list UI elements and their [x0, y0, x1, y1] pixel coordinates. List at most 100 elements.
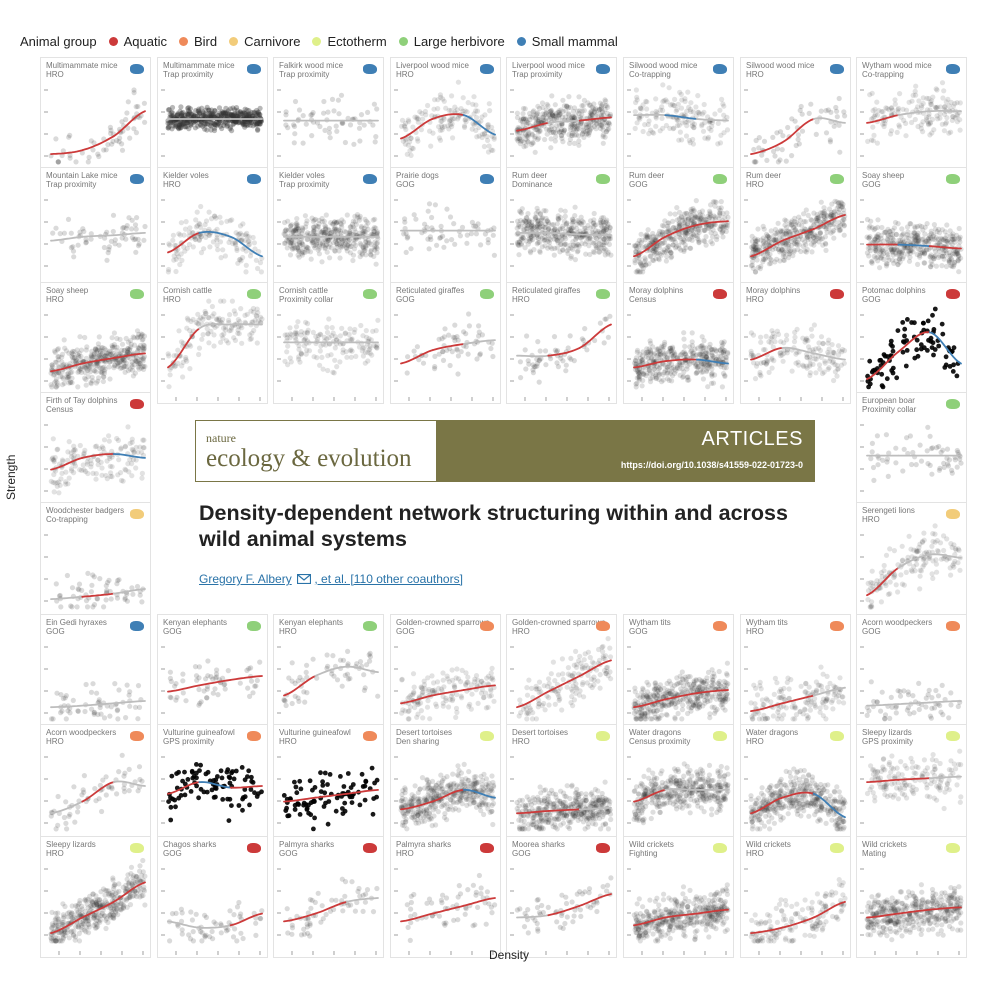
legend-item-ectotherm: Ectotherm: [312, 34, 387, 49]
data-point: [135, 103, 141, 110]
data-point: [826, 206, 833, 212]
fit-line-red: [50, 149, 84, 155]
fit-line-red: [578, 116, 612, 122]
data-point: [310, 218, 316, 224]
data-point: [772, 153, 778, 159]
data-point: [205, 331, 211, 337]
data-point: [206, 107, 212, 113]
fit-line-gray: [50, 235, 84, 242]
data-point: [542, 118, 549, 124]
data-point: [942, 121, 949, 127]
data-point: [238, 306, 244, 312]
data-point: [525, 241, 531, 247]
data-point: [535, 129, 541, 135]
data-point: [195, 108, 201, 114]
data-point: [231, 120, 237, 126]
data-point: [870, 124, 876, 130]
data-point: [446, 107, 452, 113]
data-point: [542, 243, 548, 249]
data-point: [51, 371, 57, 378]
data-point: [534, 224, 540, 230]
data-point: [293, 221, 299, 227]
data-point: [683, 210, 689, 216]
data-point: [574, 249, 580, 255]
data-point: [348, 243, 354, 249]
data-point: [724, 210, 730, 216]
data-point: [288, 223, 294, 229]
data-point: [871, 227, 877, 233]
data-point: [307, 249, 314, 255]
data-point: [554, 238, 560, 244]
data-point: [231, 335, 237, 341]
data-point: [319, 215, 325, 222]
data-point: [527, 116, 533, 123]
scatter-panel: Silwood wood mice HRO: [740, 57, 851, 179]
data-point: [290, 240, 296, 246]
data-point: [353, 353, 359, 359]
data-point: [229, 128, 235, 134]
data-point: [717, 107, 723, 113]
data-point: [584, 347, 590, 353]
data-point: [226, 239, 232, 245]
data-point: [703, 242, 709, 248]
data-point: [61, 337, 67, 343]
data-point: [203, 107, 209, 113]
data-point: [528, 225, 534, 231]
data-point: [537, 220, 544, 226]
data-point: [296, 248, 302, 254]
data-point: [528, 237, 534, 243]
data-point: [558, 128, 564, 134]
data-point: [312, 242, 319, 249]
data-point: [871, 132, 877, 138]
panel-method: Proximity collar: [279, 295, 334, 304]
data-point: [558, 207, 564, 213]
data-point: [187, 110, 193, 116]
data-point: [690, 141, 696, 147]
data-point: [820, 242, 826, 248]
data-point: [110, 228, 116, 235]
data-point: [682, 343, 688, 349]
data-point: [569, 123, 575, 129]
data-point: [245, 113, 251, 119]
data-point: [320, 242, 326, 248]
scatter-panel: Multimammate mice HRO: [40, 57, 151, 179]
data-point: [371, 225, 377, 231]
data-point: [558, 107, 564, 113]
data-point: [230, 113, 236, 119]
fit-line-blue: [462, 114, 496, 136]
data-point: [566, 112, 572, 118]
data-point: [214, 235, 220, 241]
data-point: [319, 229, 325, 235]
data-point: [604, 217, 610, 223]
data-point: [836, 209, 842, 215]
data-point: [218, 111, 224, 117]
data-point: [437, 235, 443, 241]
data-point: [528, 223, 534, 229]
data-point: [827, 139, 833, 145]
data-point: [185, 108, 191, 114]
data-point: [717, 212, 723, 218]
data-point: [488, 147, 494, 153]
data-point: [195, 113, 201, 119]
data-point: [514, 114, 521, 121]
data-point: [519, 116, 525, 122]
data-point: [575, 133, 582, 139]
data-point: [412, 114, 418, 120]
data-point: [602, 97, 608, 103]
data-point: [543, 111, 549, 117]
data-point: [447, 214, 454, 220]
data-point: [607, 224, 613, 230]
data-point: [196, 108, 202, 114]
data-point: [234, 113, 240, 120]
data-point: [586, 123, 592, 129]
data-point: [663, 258, 669, 264]
data-point: [479, 131, 486, 137]
data-point: [198, 234, 204, 240]
data-point: [599, 224, 605, 230]
data-point: [568, 356, 574, 362]
data-point: [128, 341, 134, 347]
data-point: [176, 125, 182, 131]
data-point: [345, 242, 351, 249]
data-point: [551, 334, 558, 340]
data-point: [950, 113, 956, 119]
